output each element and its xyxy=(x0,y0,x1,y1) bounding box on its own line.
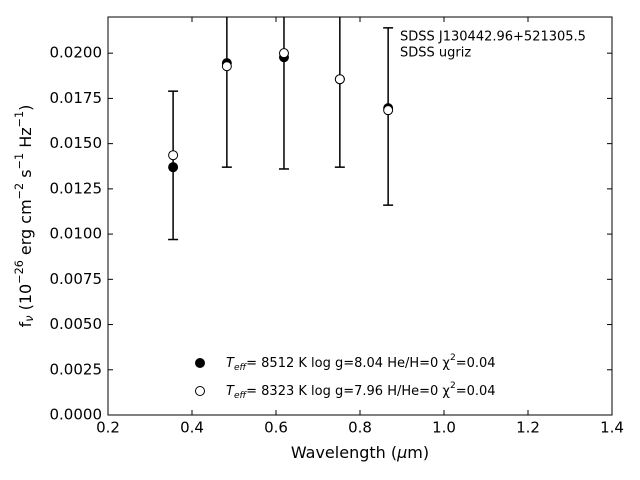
plot-frame xyxy=(107,16,613,416)
error-bar xyxy=(383,27,394,206)
x-tick-label: 1.4 xyxy=(600,419,624,437)
legend-marker xyxy=(195,358,205,368)
data-point xyxy=(278,48,289,59)
x-axis-label: Wavelength (μm) xyxy=(291,443,429,462)
y-tick-label: 0.0025 xyxy=(50,360,103,378)
y-tick-label: 0.0125 xyxy=(50,179,103,197)
x-tick-label: 0.6 xyxy=(264,419,288,437)
y-tick-label: 0.0050 xyxy=(50,315,103,333)
legend-label: Teff= 8512 K log g=8.04 He/H=0 χ2=0.04 xyxy=(226,353,496,373)
legend-label: Teff= 8323 K log g=7.96 H/He=0 χ2=0.04 xyxy=(226,381,496,401)
annotation: SDSS ugriz xyxy=(400,46,471,61)
y-tick-label: 0.0175 xyxy=(50,89,103,107)
x-tick-label: 0.2 xyxy=(96,419,120,437)
y-tick-label: 0.0150 xyxy=(50,134,103,152)
data-point xyxy=(334,74,345,85)
data-point xyxy=(221,61,232,72)
y-axis-label: fν (10−26 erg cm−2 s−1 Hz−1) xyxy=(13,105,36,328)
x-tick-label: 1.2 xyxy=(516,419,540,437)
y-tick-label: 0.0100 xyxy=(50,225,103,243)
y-tick-label: 0.0200 xyxy=(50,44,103,62)
data-point xyxy=(168,162,179,173)
y-tick-label: 0.0075 xyxy=(50,270,103,288)
x-tick-label: 0.4 xyxy=(180,419,204,437)
data-point xyxy=(168,150,179,161)
annotation: SDSS J130442.96+521305.5 xyxy=(400,30,586,45)
plot-area xyxy=(168,17,394,241)
y-tick-label: 0.0000 xyxy=(50,406,103,424)
x-tick-label: 0.8 xyxy=(348,419,372,437)
x-tick-label: 1.0 xyxy=(432,419,456,437)
legend-marker xyxy=(195,386,205,396)
data-point xyxy=(383,105,394,116)
